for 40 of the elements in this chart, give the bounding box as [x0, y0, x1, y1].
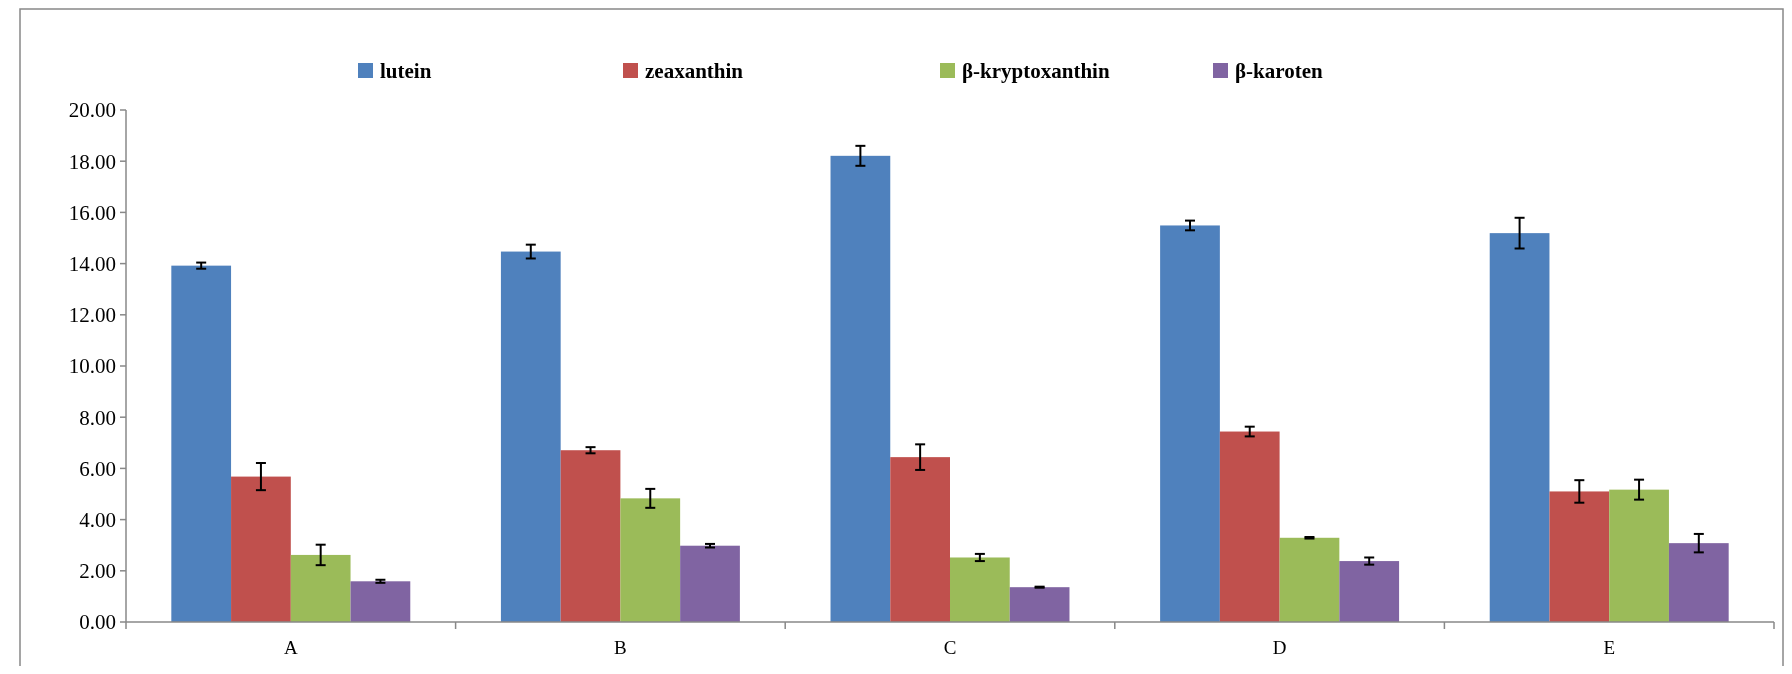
- bar: [620, 498, 681, 622]
- legend-label: lutein: [380, 59, 432, 84]
- y-tick-label: 12.00: [68, 303, 116, 328]
- bar: [1160, 225, 1220, 622]
- bar: [680, 545, 740, 622]
- legend-label: zeaxanthin: [645, 59, 744, 84]
- bar: [1549, 491, 1610, 622]
- y-tick-label: 6.00: [79, 456, 116, 481]
- bar: [890, 457, 950, 622]
- bar: [500, 251, 561, 622]
- bar: [1009, 587, 1070, 622]
- x-tick-label: E: [1603, 637, 1615, 658]
- legend-label: β-karoten: [1235, 59, 1323, 84]
- bar: [1279, 537, 1340, 622]
- bar: [1489, 233, 1550, 622]
- y-tick-label: 20.00: [68, 98, 116, 123]
- x-tick-label: D: [1272, 637, 1287, 658]
- bar: [560, 450, 621, 622]
- y-tick-label: 16.00: [68, 200, 116, 225]
- bar: [1609, 489, 1669, 622]
- bar: [1339, 561, 1400, 622]
- bar: [1668, 543, 1729, 622]
- bar: [231, 476, 291, 622]
- y-tick-label: 0.00: [79, 610, 116, 635]
- bar: [830, 155, 891, 622]
- y-tick-label: 8.00: [79, 405, 116, 430]
- y-tick-label: 18.00: [68, 149, 116, 174]
- x-tick-label: C: [943, 637, 957, 658]
- bar: [171, 265, 232, 622]
- legend-label: β-kryptoxanthin: [962, 59, 1110, 84]
- x-tick-label: A: [283, 637, 298, 658]
- y-tick-label: 10.00: [68, 354, 116, 379]
- bar: [350, 581, 411, 622]
- bar: [290, 554, 351, 622]
- y-tick-label: 4.00: [79, 507, 116, 532]
- bar: [950, 557, 1010, 622]
- bar: [1219, 431, 1280, 622]
- y-tick-label: 2.00: [79, 559, 116, 584]
- y-tick-label: 14.00: [68, 251, 116, 276]
- x-tick-label: B: [614, 637, 627, 658]
